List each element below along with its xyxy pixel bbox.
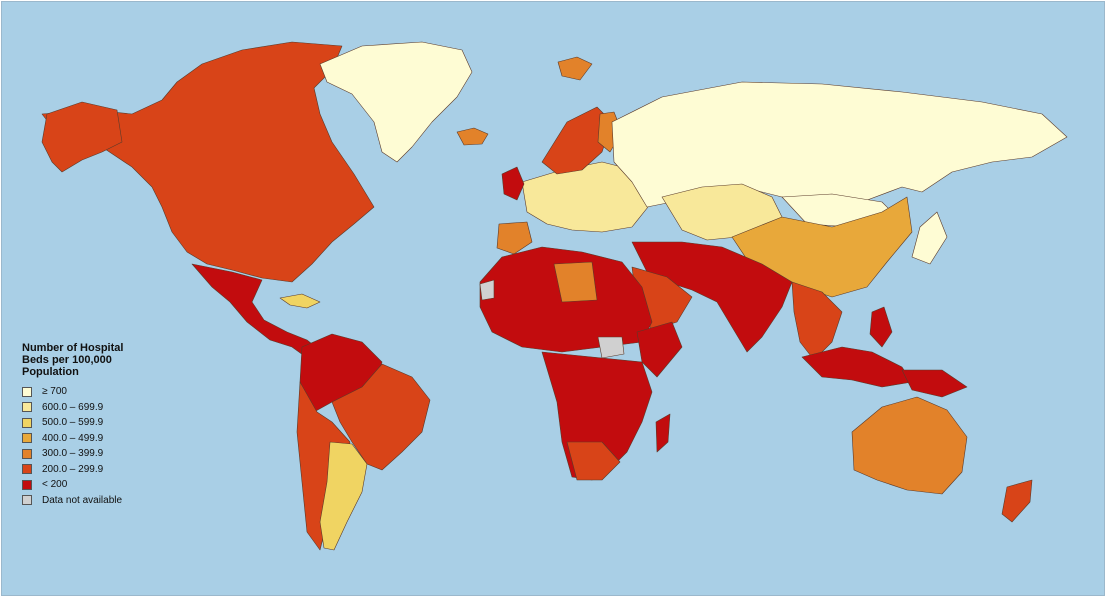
legend-swatch <box>22 464 32 475</box>
region-arctic-islands <box>557 56 593 81</box>
legend-item: 200.0 – 299.9 <box>22 462 132 478</box>
region-uk <box>501 166 525 201</box>
legend-swatch <box>22 402 32 413</box>
region-western-sahara <box>479 279 495 301</box>
legend-item: 300.0 – 399.9 <box>22 446 132 462</box>
legend-item: 600.0 – 699.9 <box>22 400 132 416</box>
region-horn-of-africa <box>636 321 683 378</box>
legend-item: ≥ 700 <box>22 384 132 400</box>
region-greenland <box>319 41 473 163</box>
legend-swatch <box>22 448 32 459</box>
region-argentina <box>319 441 368 551</box>
region-mexico-central-america <box>191 263 323 361</box>
legend-item: 400.0 – 499.9 <box>22 431 132 447</box>
legend-swatch <box>22 433 32 444</box>
region-south-sudan <box>597 336 625 359</box>
region-philippines <box>869 306 893 348</box>
region-japan <box>911 211 948 265</box>
region-iberia <box>496 221 533 255</box>
region-southern-africa <box>566 441 621 481</box>
legend-label: 200.0 – 299.9 <box>42 463 104 475</box>
region-madagascar <box>655 413 671 453</box>
region-brazil <box>331 363 431 471</box>
legend-items: ≥ 700 600.0 – 699.9 500.0 – 599.9 400.0 – 4… <box>22 384 132 508</box>
region-indonesia <box>801 346 913 388</box>
legend-title: Number of Hospital Beds per 100,000 Popu… <box>22 342 124 378</box>
region-new-zealand <box>1001 479 1033 523</box>
region-new-guinea <box>901 369 968 398</box>
legend-swatch <box>22 495 32 506</box>
legend-item: Data not available <box>22 493 132 509</box>
legend-swatch <box>22 479 32 490</box>
region-western-europe <box>521 161 653 233</box>
region-southeast-asia <box>791 281 843 361</box>
legend-label: 600.0 – 699.9 <box>42 401 104 413</box>
region-russia <box>611 81 1068 208</box>
map-legend: Number of Hospital Beds per 100,000 Popu… <box>22 342 132 508</box>
legend-label: < 200 <box>42 479 68 491</box>
region-north-america <box>41 41 375 283</box>
region-australia <box>851 396 968 495</box>
legend-item: 500.0 – 599.9 <box>22 415 132 431</box>
legend-label: 400.0 – 499.9 <box>42 432 104 444</box>
legend-label: ≥ 700 <box>42 386 67 398</box>
region-libya <box>553 261 598 303</box>
region-iceland <box>456 127 489 146</box>
legend-swatch <box>22 417 32 428</box>
legend-swatch <box>22 386 32 397</box>
legend-label: 300.0 – 399.9 <box>42 448 104 460</box>
legend-label: Data not available <box>42 494 123 506</box>
region-alaska <box>41 101 123 173</box>
legend-item: < 200 <box>22 477 132 493</box>
region-caribbean <box>279 293 321 309</box>
legend-label: 500.0 – 599.9 <box>42 417 104 429</box>
